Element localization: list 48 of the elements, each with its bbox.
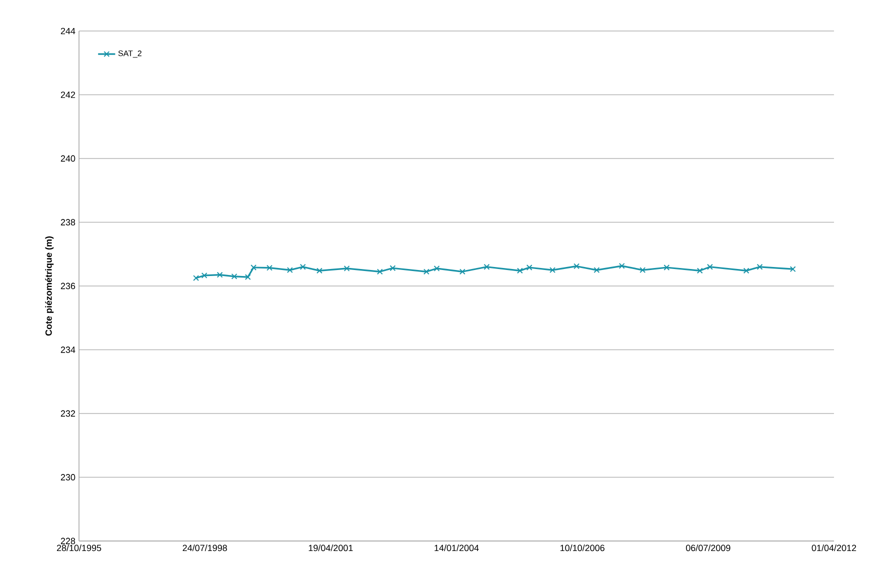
point — [300, 264, 306, 270]
point — [550, 267, 556, 274]
point — [484, 264, 490, 270]
y-tick-label: 236 — [60, 282, 76, 290]
point — [266, 264, 272, 271]
y-tick-label: 238 — [60, 219, 76, 226]
point — [618, 262, 625, 269]
point — [201, 272, 208, 278]
point — [193, 275, 200, 281]
point — [423, 268, 430, 275]
point — [390, 265, 396, 272]
point — [250, 264, 257, 270]
point — [434, 265, 440, 272]
x-tick-label: 06/07/2009 — [686, 544, 730, 552]
y-tick-label: 242 — [60, 92, 76, 98]
point — [706, 264, 713, 270]
y-tick-label: 244 — [60, 28, 76, 34]
y-tick-label: 234 — [60, 346, 76, 353]
point — [316, 268, 322, 274]
point — [231, 273, 238, 280]
point — [376, 268, 383, 275]
y-tick-label: 230 — [60, 474, 76, 480]
point — [696, 268, 703, 274]
x-tick-label: 19/04/2001 — [308, 544, 353, 552]
point — [244, 274, 251, 280]
x-tick-label: 14/01/2004 — [434, 544, 479, 552]
point — [743, 268, 750, 274]
y-tick-label: 228 — [60, 538, 76, 544]
x-tick-label: 10/10/2006 — [560, 544, 604, 552]
point — [664, 264, 670, 270]
point — [594, 267, 600, 274]
legend-label: SAT_2 — [118, 50, 142, 58]
point — [526, 264, 532, 270]
point — [216, 272, 223, 278]
point — [756, 264, 763, 270]
y-tick-label: 240 — [60, 155, 76, 162]
point — [516, 268, 523, 274]
x-tick-label: 28/10/1995 — [56, 544, 102, 552]
point — [344, 265, 350, 272]
y-axis-title: Cote piézométrique (m) — [45, 236, 54, 336]
point — [574, 263, 580, 270]
x-tick-label: 24/07/1998 — [182, 544, 227, 552]
point — [459, 268, 466, 275]
x-tick-label: 01/04/2012 — [812, 544, 856, 552]
y-tick-label: 232 — [60, 410, 76, 417]
point — [286, 267, 293, 274]
point — [790, 266, 796, 272]
point — [640, 267, 646, 274]
